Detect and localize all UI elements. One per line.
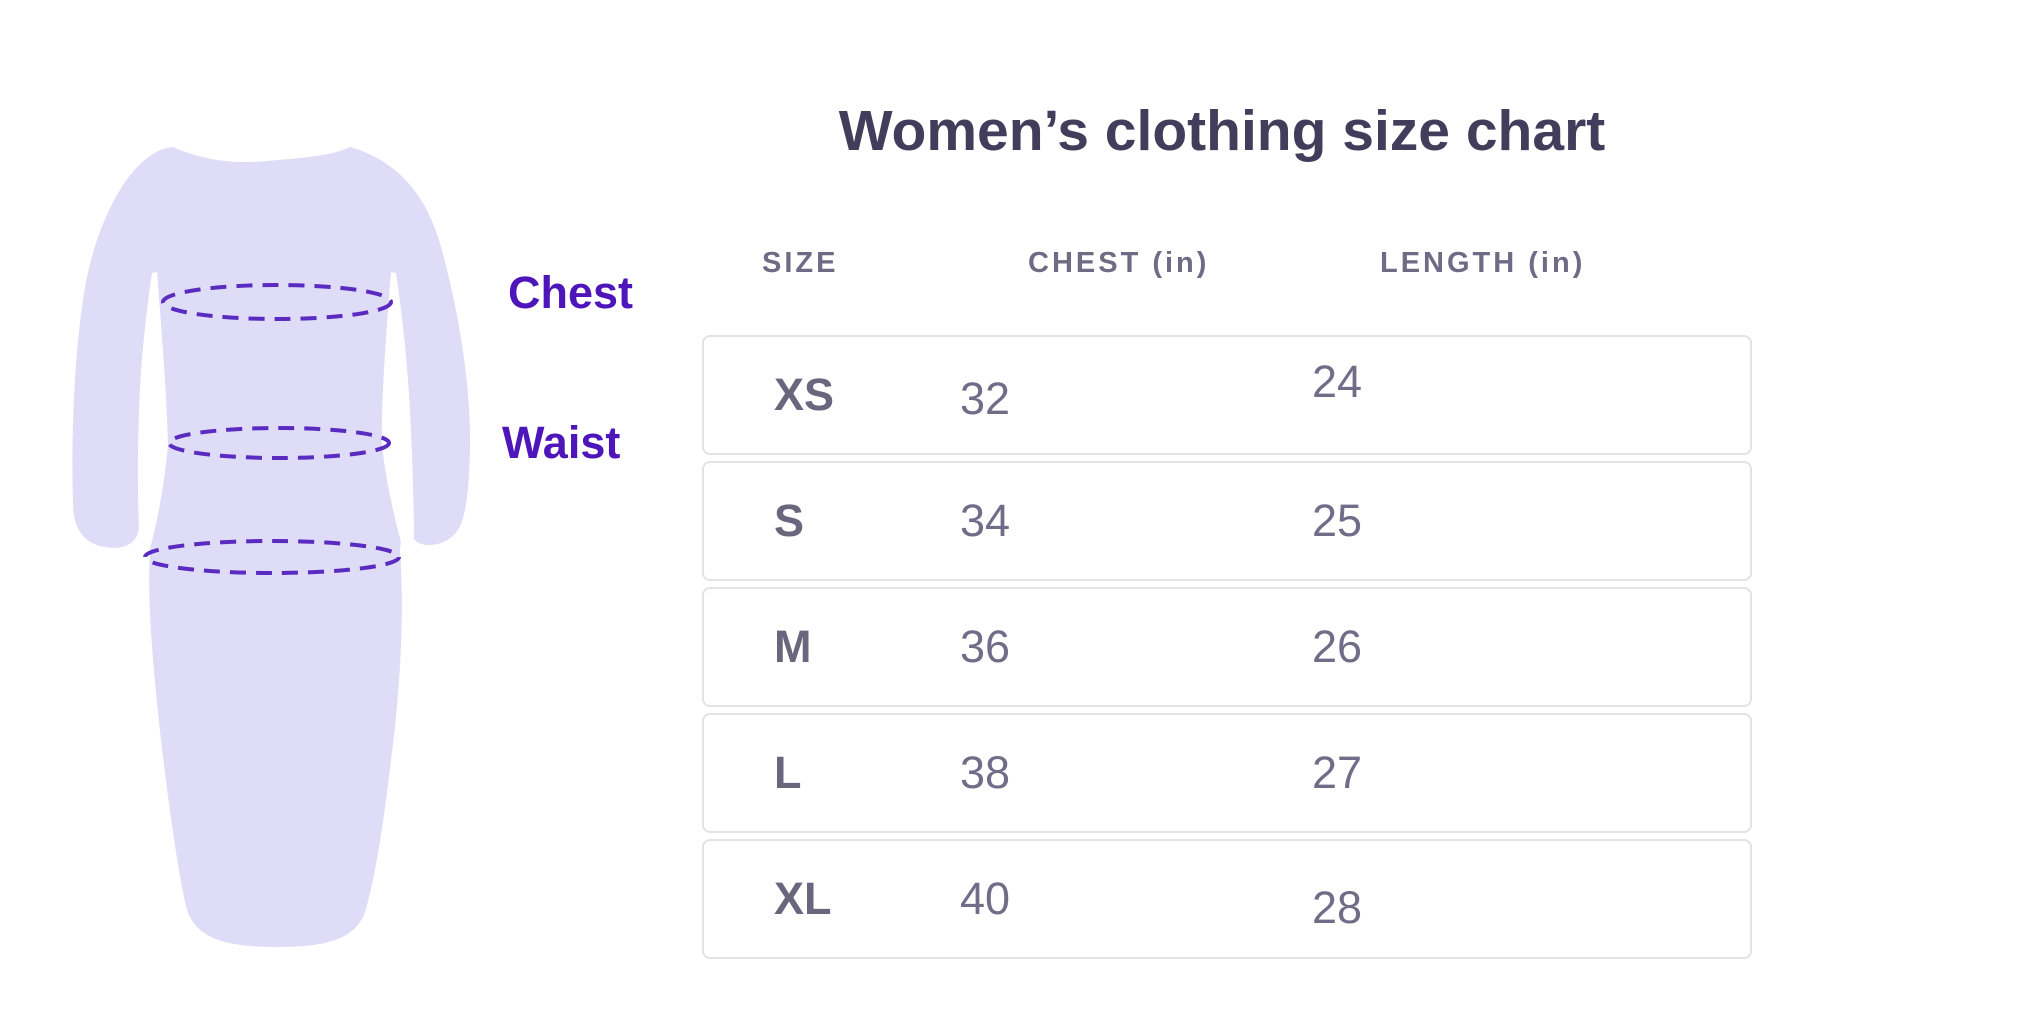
size-cell: XS (774, 369, 835, 420)
table-row: XS 32 24 (702, 335, 1752, 455)
table-row: L 38 27 (702, 713, 1752, 833)
hip-measure-line (143, 539, 401, 575)
table-body: XS 32 24 S 34 25 M 36 26 L 38 27 XL 40 (702, 335, 1752, 959)
waist-label: Waist (502, 417, 621, 468)
chest-cell: 36 (960, 621, 1011, 672)
chest-cell: 38 (960, 747, 1011, 798)
table-header-row: SIZE CHEST (in) LENGTH (in) (702, 243, 1752, 283)
header-size: SIZE (762, 246, 839, 279)
page-title: Women’s clothing size chart (838, 99, 1606, 163)
size-cell: M (774, 621, 812, 672)
length-cell: 25 (1312, 495, 1363, 546)
length-cell: 28 (1312, 882, 1363, 933)
right-sleeve-seam (381, 272, 414, 557)
size-cell: S (774, 495, 805, 546)
size-cell: L (774, 747, 802, 798)
chest-measure-line (161, 283, 393, 321)
waist-measure-line (167, 426, 391, 460)
left-sleeve-seam (137, 272, 168, 556)
header-length: LENGTH (in) (1380, 246, 1586, 279)
size-table: SIZE CHEST (in) LENGTH (in) XS 32 24 S 3… (702, 243, 1752, 959)
chest-cell: 34 (960, 495, 1011, 546)
table-row: M 36 26 (702, 587, 1752, 707)
dress-illustration (72, 147, 471, 947)
chest-label: Chest (508, 267, 634, 318)
chest-cell: 40 (960, 873, 1011, 924)
size-cell: XL (774, 873, 832, 924)
length-cell: 24 (1312, 356, 1363, 407)
length-cell: 27 (1312, 747, 1363, 798)
table-row: S 34 25 (702, 461, 1752, 581)
chest-cell: 32 (960, 373, 1011, 424)
dress-silhouette (72, 147, 471, 947)
length-cell: 26 (1312, 621, 1363, 672)
header-chest: CHEST (in) (1028, 246, 1210, 279)
table-row: XL 40 28 (702, 839, 1752, 959)
